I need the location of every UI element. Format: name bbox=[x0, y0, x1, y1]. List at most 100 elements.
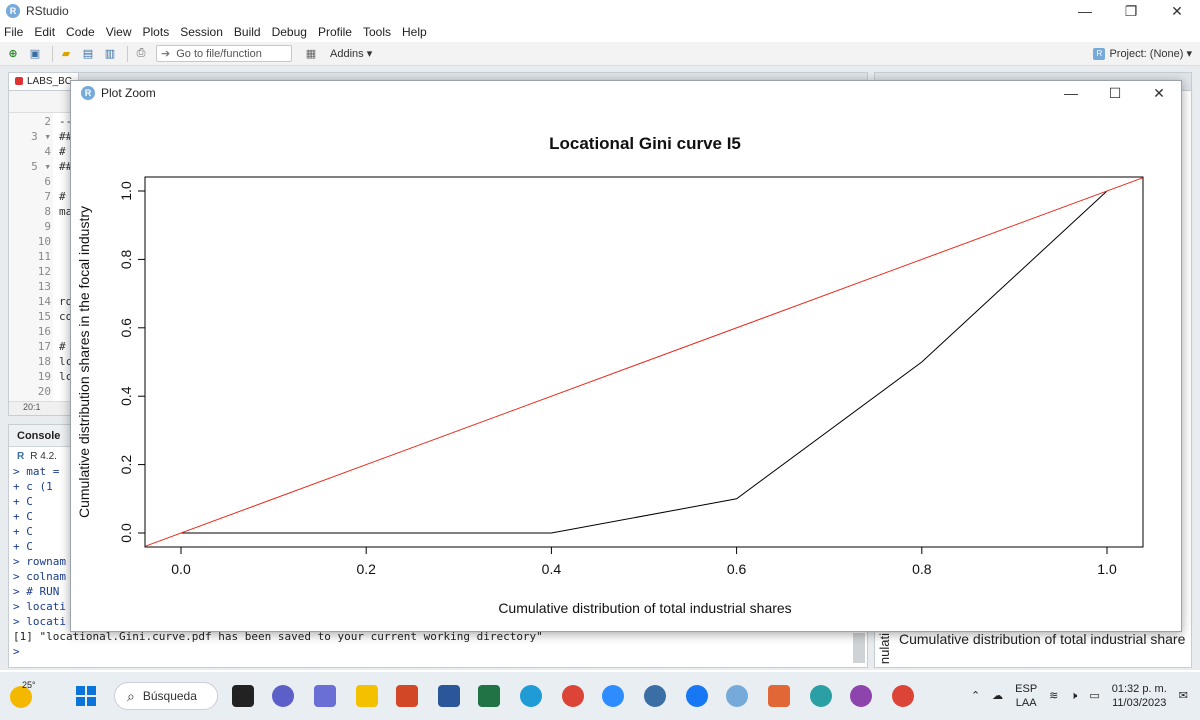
print-icon[interactable]: ⎙ bbox=[136, 47, 146, 59]
minimize-button[interactable]: — bbox=[1078, 3, 1092, 19]
console-scrollbar[interactable] bbox=[853, 633, 865, 663]
editor-line[interactable]: 14 ro bbox=[9, 295, 129, 310]
menu-help[interactable]: Help bbox=[402, 24, 427, 39]
editor-line[interactable]: 6 bbox=[9, 175, 129, 190]
line-number: 20 bbox=[37, 385, 51, 398]
editor-line[interactable]: 18 lc bbox=[9, 355, 129, 370]
new-file-icon[interactable]: ⊕ bbox=[8, 48, 18, 60]
editor-line[interactable]: 13 bbox=[9, 280, 129, 295]
line-number: 12 bbox=[37, 265, 51, 278]
clock[interactable]: 01:32 p. m. 11/03/2023 bbox=[1112, 682, 1167, 710]
editor-line[interactable]: 12 bbox=[9, 265, 129, 280]
zoom-icon[interactable] bbox=[602, 685, 624, 707]
matlab-icon[interactable] bbox=[768, 685, 790, 707]
r-version-label: R 4.2. bbox=[30, 451, 57, 462]
github-icon[interactable] bbox=[850, 685, 872, 707]
zoom-minimize-button[interactable]: — bbox=[1064, 85, 1078, 101]
console-line: > locati bbox=[13, 615, 66, 628]
menu-build[interactable]: Build bbox=[233, 24, 261, 39]
tab-console[interactable]: Console bbox=[17, 429, 61, 442]
editor-line[interactable]: 4 # bbox=[9, 145, 129, 160]
editor-line[interactable]: 5 ▾ ## bbox=[9, 160, 129, 175]
editor-line[interactable]: 2 -- bbox=[9, 115, 129, 130]
editor-line[interactable]: 3 ▾ ## bbox=[9, 130, 129, 145]
editor-line[interactable]: 17 # bbox=[9, 340, 129, 355]
r-logo-icon: R bbox=[17, 451, 25, 462]
r-gui-icon[interactable] bbox=[726, 685, 748, 707]
facebook-icon[interactable] bbox=[686, 685, 708, 707]
excel-icon[interactable] bbox=[478, 685, 500, 707]
line-code: ## bbox=[59, 160, 73, 173]
word-icon[interactable] bbox=[438, 685, 460, 707]
taskbar-search[interactable]: ⌕ Búsqueda bbox=[114, 682, 218, 710]
editor-line[interactable]: 15 co bbox=[9, 310, 129, 325]
start-button[interactable] bbox=[76, 686, 96, 706]
editor-line[interactable]: 20 bbox=[9, 385, 129, 400]
arrow-right-icon: ➔ bbox=[161, 48, 171, 60]
editor-line[interactable]: 19 lc bbox=[9, 370, 129, 385]
new-project-icon[interactable]: ▣ bbox=[29, 48, 41, 60]
menu-debug[interactable]: Debug bbox=[271, 24, 307, 39]
editor-tab[interactable]: LABS_BC bbox=[9, 72, 80, 90]
console-prompt[interactable]: > bbox=[13, 645, 20, 658]
save-icon[interactable]: ▤ bbox=[82, 48, 94, 60]
grid-layout-icon[interactable]: ▦ bbox=[305, 48, 317, 60]
equality-diagonal-line bbox=[144, 177, 1144, 547]
goto-file-input[interactable]: ➔ Go to file/function bbox=[156, 45, 292, 62]
rstudio-taskbar-icon[interactable] bbox=[644, 685, 666, 707]
editor-line[interactable]: 8 ma bbox=[9, 205, 129, 220]
y-tick-label: 0.6 bbox=[118, 318, 134, 338]
project-menu[interactable]: R Project: (None) ▾ bbox=[1093, 47, 1192, 60]
chrome-icon[interactable] bbox=[562, 685, 584, 707]
addins-menu[interactable]: Addins ▾ bbox=[330, 48, 373, 60]
editor-line[interactable]: 9 bbox=[9, 220, 129, 235]
battery-icon[interactable]: ▭ bbox=[1089, 690, 1100, 702]
close-button[interactable]: ✕ bbox=[1171, 2, 1183, 19]
open-folder-icon[interactable]: ▰ bbox=[61, 48, 71, 60]
language-indicator[interactable]: ESP LAA bbox=[1015, 682, 1037, 710]
weather-widget[interactable]: 25° bbox=[8, 680, 38, 710]
network-cloud-icon[interactable]: ☁ bbox=[992, 690, 1004, 702]
windows-logo-icon bbox=[87, 697, 96, 706]
save-all-icon[interactable]: ▥ bbox=[104, 48, 116, 60]
chrome-profile-icon[interactable] bbox=[892, 685, 914, 707]
powerpoint-icon[interactable] bbox=[396, 685, 418, 707]
menu-file[interactable]: File bbox=[4, 24, 24, 39]
rstudio-logo-icon: R bbox=[6, 4, 20, 18]
menu-view[interactable]: View bbox=[105, 24, 132, 39]
toolbar-divider bbox=[127, 45, 128, 62]
task-view-icon[interactable] bbox=[232, 685, 254, 707]
edge-icon[interactable] bbox=[520, 685, 542, 707]
line-number: 8 bbox=[44, 205, 51, 218]
search-app-icon[interactable] bbox=[810, 685, 832, 707]
editor-line[interactable]: 16 bbox=[9, 325, 129, 340]
menu-session[interactable]: Session bbox=[180, 24, 223, 39]
editor-line[interactable]: 11 bbox=[9, 250, 129, 265]
file-explorer-icon[interactable] bbox=[356, 685, 378, 707]
maximize-button[interactable]: ❐ bbox=[1124, 2, 1138, 19]
widgets-icon[interactable] bbox=[314, 685, 336, 707]
editor-line[interactable]: 7 # bbox=[9, 190, 129, 205]
notification-icon[interactable]: ✉ bbox=[1178, 690, 1188, 702]
chat-icon[interactable] bbox=[272, 685, 294, 707]
menu-profile[interactable]: Profile bbox=[317, 24, 352, 39]
menu-tools[interactable]: Tools bbox=[362, 24, 391, 39]
menu-plots[interactable]: Plots bbox=[142, 24, 170, 39]
zoom-maximize-button[interactable]: ☐ bbox=[1108, 84, 1122, 101]
menu-edit[interactable]: Edit bbox=[34, 24, 56, 39]
system-tray: ⌃ ☁ ESP LAA ≋ 🕨 ▭ 01:32 p. m. 11/03/2023… bbox=[971, 672, 1200, 720]
plot-frame bbox=[144, 176, 1144, 548]
rstudio-logo-icon: R bbox=[81, 86, 95, 100]
editor-line[interactable]: 10 bbox=[9, 235, 129, 250]
toolbar-divider bbox=[52, 45, 53, 62]
x-tick-label: 0.0 bbox=[171, 561, 191, 577]
volume-icon[interactable]: 🕨 bbox=[1070, 690, 1078, 702]
line-number: 5 ▾ bbox=[31, 160, 51, 173]
zoom-close-button[interactable]: ✕ bbox=[1153, 84, 1165, 101]
menu-code[interactable]: Code bbox=[66, 24, 95, 39]
console-line: > colnam bbox=[13, 570, 66, 583]
line-number: 6 bbox=[44, 175, 51, 188]
time-label: 01:32 p. m. bbox=[1111, 683, 1167, 695]
wifi-icon[interactable]: ≋ bbox=[1049, 690, 1059, 702]
chevron-up-icon[interactable]: ⌃ bbox=[970, 690, 981, 702]
